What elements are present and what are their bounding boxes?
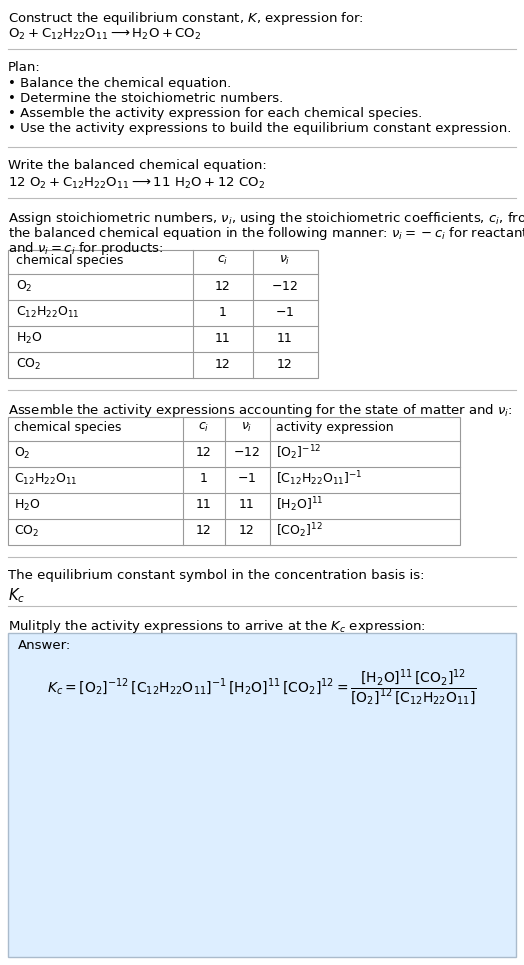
Text: 1: 1 [200, 473, 208, 485]
Text: Answer:: Answer: [18, 639, 71, 652]
Text: $K_c = [\mathrm{O_2}]^{-12}\, [\mathrm{C_{12}H_{22}O_{11}}]^{-1}\, [\mathrm{H_2O: $K_c = [\mathrm{O_2}]^{-12}\, [\mathrm{C… [47, 668, 477, 708]
Text: $\mathrm{CO_2}$: $\mathrm{CO_2}$ [14, 523, 39, 538]
Text: $\nu_i$: $\nu_i$ [242, 421, 253, 434]
Text: activity expression: activity expression [276, 421, 394, 434]
Text: $\mathrm{C_{12}H_{22}O_{11}}$: $\mathrm{C_{12}H_{22}O_{11}}$ [16, 304, 80, 319]
Text: Plan:: Plan: [8, 61, 41, 74]
FancyBboxPatch shape [8, 250, 318, 378]
Text: chemical species: chemical species [16, 254, 123, 267]
Text: • Use the activity expressions to build the equilibrium constant expression.: • Use the activity expressions to build … [8, 122, 511, 135]
Text: 11: 11 [196, 499, 212, 511]
Text: Mulitply the activity expressions to arrive at the $K_c$ expression:: Mulitply the activity expressions to arr… [8, 618, 426, 635]
Text: $-12$: $-12$ [271, 280, 299, 292]
Text: $c_i$: $c_i$ [217, 254, 228, 267]
Text: Construct the equilibrium constant, $K$, expression for:: Construct the equilibrium constant, $K$,… [8, 10, 364, 27]
Text: $\mathrm{O_2}$: $\mathrm{O_2}$ [16, 279, 32, 293]
Text: 11: 11 [215, 332, 231, 345]
Text: $[\mathrm{H_2O}]^{11}$: $[\mathrm{H_2O}]^{11}$ [276, 496, 323, 514]
Text: $[\mathrm{CO_2}]^{12}$: $[\mathrm{CO_2}]^{12}$ [276, 522, 323, 540]
Text: • Balance the chemical equation.: • Balance the chemical equation. [8, 77, 231, 90]
Text: $\nu_i$: $\nu_i$ [279, 254, 291, 267]
Text: 12: 12 [215, 280, 231, 292]
Text: $c_i$: $c_i$ [199, 421, 210, 434]
Text: $-12$: $-12$ [234, 447, 260, 459]
Text: 11: 11 [277, 332, 293, 345]
Text: $\mathrm{O_2}$: $\mathrm{O_2}$ [14, 446, 30, 460]
Text: Write the balanced chemical equation:: Write the balanced chemical equation: [8, 159, 267, 172]
Text: 12: 12 [277, 357, 293, 371]
Text: 12: 12 [239, 525, 255, 538]
Text: $\mathrm{12\ O_2 + C_{12}H_{22}O_{11} \longrightarrow 11\ H_2O + 12\ CO_2}$: $\mathrm{12\ O_2 + C_{12}H_{22}O_{11} \l… [8, 176, 265, 191]
Text: $\mathrm{H_2O}$: $\mathrm{H_2O}$ [14, 497, 40, 512]
Text: 1: 1 [219, 306, 227, 318]
Text: chemical species: chemical species [14, 421, 122, 434]
Text: $[\mathrm{O_2}]^{-12}$: $[\mathrm{O_2}]^{-12}$ [276, 444, 321, 462]
Text: Assign stoichiometric numbers, $\nu_i$, using the stoichiometric coefficients, $: Assign stoichiometric numbers, $\nu_i$, … [8, 210, 524, 227]
Text: $\mathrm{C_{12}H_{22}O_{11}}$: $\mathrm{C_{12}H_{22}O_{11}}$ [14, 472, 78, 486]
Text: $\mathrm{O_2 + C_{12}H_{22}O_{11} \longrightarrow H_2O + CO_2}$: $\mathrm{O_2 + C_{12}H_{22}O_{11} \longr… [8, 27, 201, 42]
Text: • Determine the stoichiometric numbers.: • Determine the stoichiometric numbers. [8, 92, 283, 105]
Text: the balanced chemical equation in the following manner: $\nu_i = -c_i$ for react: the balanced chemical equation in the fo… [8, 225, 524, 242]
Text: and $\nu_i = c_i$ for products:: and $\nu_i = c_i$ for products: [8, 240, 163, 257]
Text: $K_c$: $K_c$ [8, 586, 25, 605]
Text: 12: 12 [196, 525, 212, 538]
Text: 12: 12 [215, 357, 231, 371]
Text: 12: 12 [196, 447, 212, 459]
Text: • Assemble the activity expression for each chemical species.: • Assemble the activity expression for e… [8, 107, 422, 120]
Text: The equilibrium constant symbol in the concentration basis is:: The equilibrium constant symbol in the c… [8, 569, 424, 582]
Text: 11: 11 [239, 499, 255, 511]
Text: $[\mathrm{C_{12}H_{22}O_{11}}]^{-1}$: $[\mathrm{C_{12}H_{22}O_{11}}]^{-1}$ [276, 470, 363, 488]
Text: $\mathrm{CO_2}$: $\mathrm{CO_2}$ [16, 356, 41, 372]
Text: $-1$: $-1$ [276, 306, 294, 318]
FancyBboxPatch shape [8, 633, 516, 957]
Text: $\mathrm{H_2O}$: $\mathrm{H_2O}$ [16, 330, 42, 345]
Text: Assemble the activity expressions accounting for the state of matter and $\nu_i$: Assemble the activity expressions accoun… [8, 402, 512, 419]
Text: $-1$: $-1$ [237, 473, 257, 485]
FancyBboxPatch shape [8, 417, 460, 545]
